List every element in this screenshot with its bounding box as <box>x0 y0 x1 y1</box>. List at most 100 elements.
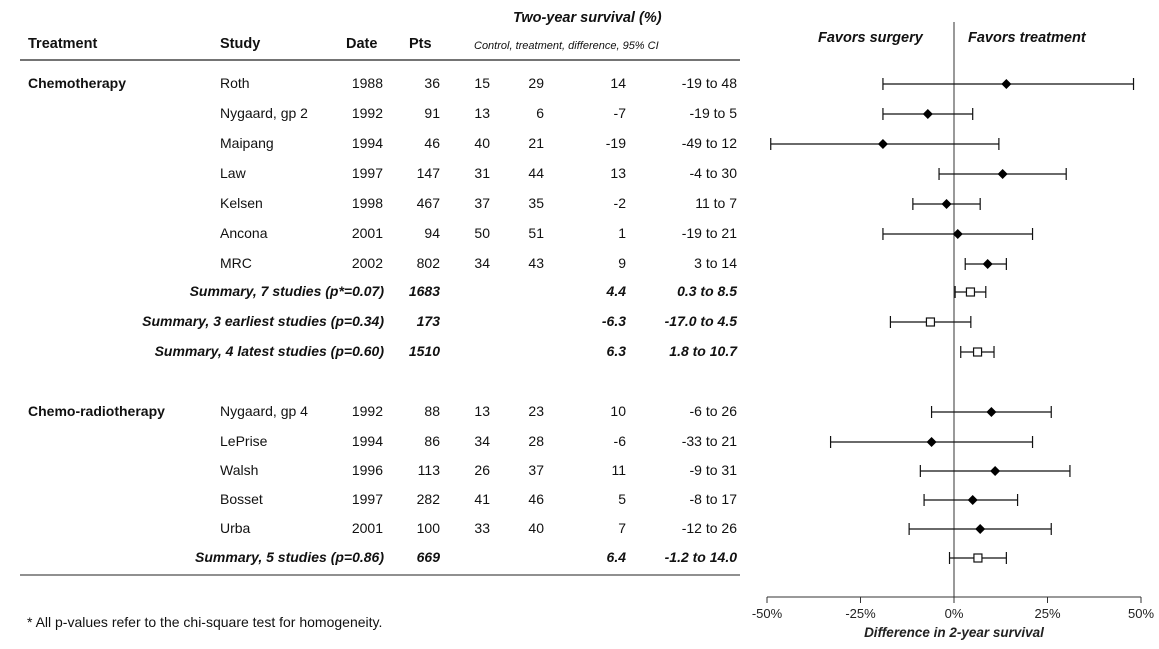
study-point-marker <box>1001 79 1012 89</box>
confidence-interval: 3 to 14 <box>694 255 737 271</box>
control-survival: 13 <box>474 403 490 419</box>
study-date: 1997 <box>351 491 383 507</box>
x-tick-label: 50% <box>1128 606 1154 621</box>
treatment-survival: 29 <box>528 75 544 91</box>
summary-pts: 1510 <box>408 343 440 359</box>
study-pts: 113 <box>417 462 440 478</box>
survival-difference: 10 <box>610 403 626 419</box>
summary-label: Summary, 4 latest studies (p=0.60) <box>154 343 384 359</box>
study-date: 1992 <box>351 403 383 419</box>
study-point-marker <box>997 169 1008 179</box>
survival-difference: -7 <box>613 105 626 121</box>
study-name: Maipang <box>220 135 274 151</box>
study-header: Study <box>220 36 261 52</box>
confidence-interval: -33 to 21 <box>681 433 737 449</box>
x-tick-label: -50% <box>752 606 783 621</box>
treatment-header: Treatment <box>28 36 98 52</box>
study-date: 1992 <box>351 105 383 121</box>
footnote: * All p-values refer to the chi-square t… <box>27 614 383 630</box>
survival-difference: 14 <box>610 75 626 91</box>
study-pts: 147 <box>416 165 440 181</box>
x-tick-label: -25% <box>845 606 876 621</box>
survival-difference: 13 <box>610 165 626 181</box>
confidence-interval: -19 to 21 <box>681 225 737 241</box>
treatment-survival: 21 <box>528 135 544 151</box>
control-survival: 15 <box>474 75 490 91</box>
summary-point-marker <box>925 317 936 327</box>
study-date: 1994 <box>351 433 383 449</box>
survival-difference: 1 <box>618 225 626 241</box>
summary-pts: 1683 <box>408 283 440 299</box>
summary-difference: 6.4 <box>606 549 626 565</box>
study-name: Walsh <box>220 462 259 478</box>
favors-treatment-label: Favors treatment <box>968 30 1086 46</box>
control-survival: 33 <box>474 520 490 536</box>
study-pts: 36 <box>424 75 440 91</box>
study-point-marker <box>941 199 952 209</box>
study-point-marker <box>926 437 937 447</box>
treatment-survival: 35 <box>528 195 544 211</box>
summary-ci: 1.8 to 10.7 <box>669 343 737 359</box>
confidence-interval: -19 to 5 <box>689 105 737 121</box>
treatment-survival: 40 <box>528 520 544 536</box>
x-tick-label: 25% <box>1034 606 1060 621</box>
control-survival: 34 <box>474 433 490 449</box>
pts-header: Pts <box>409 36 432 52</box>
summary-ci: 0.3 to 8.5 <box>677 283 737 299</box>
study-name: Law <box>220 165 246 181</box>
summary-point-marker <box>965 287 976 297</box>
study-point-marker <box>982 259 993 269</box>
survival-difference: -2 <box>613 195 626 211</box>
study-point-marker <box>986 407 997 417</box>
study-name: Bosset <box>220 491 263 507</box>
study-pts: 802 <box>416 255 440 271</box>
treatment-survival: 6 <box>536 105 544 121</box>
control-survival: 50 <box>474 225 490 241</box>
control-survival: 13 <box>474 105 490 121</box>
summary-difference: 6.3 <box>606 343 626 359</box>
group-label: Chemotherapy <box>28 75 127 91</box>
study-date: 2001 <box>351 520 383 536</box>
study-point-marker <box>990 466 1001 476</box>
study-pts: 467 <box>416 195 440 211</box>
group-label: Chemo-radiotherapy <box>28 403 165 419</box>
study-date: 2002 <box>351 255 383 271</box>
control-survival: 37 <box>474 195 490 211</box>
study-name: Ancona <box>220 225 268 241</box>
study-pts: 88 <box>424 403 440 419</box>
treatment-survival: 44 <box>528 165 544 181</box>
confidence-interval: -19 to 48 <box>681 75 737 91</box>
summary-difference: -6.3 <box>601 313 626 329</box>
study-date: 1988 <box>351 75 383 91</box>
treatment-survival: 51 <box>528 225 544 241</box>
study-pts: 100 <box>416 520 440 536</box>
study-date: 2001 <box>351 225 383 241</box>
study-date: 1996 <box>351 462 383 478</box>
study-date: 1998 <box>351 195 383 211</box>
survival-difference: -19 <box>605 135 626 151</box>
x-axis-label: Difference in 2-year survival <box>864 625 1044 640</box>
summary-label: Summary, 7 studies (p*=0.07) <box>189 283 384 299</box>
study-point-marker <box>922 109 933 119</box>
survival-difference: 7 <box>618 520 626 536</box>
summary-ci: -17.0 to 4.5 <box>664 313 737 329</box>
confidence-interval: -8 to 17 <box>689 491 737 507</box>
study-pts: 86 <box>424 433 440 449</box>
treatment-survival: 28 <box>528 433 544 449</box>
study-name: Nygaard, gp 4 <box>220 403 308 419</box>
survival-difference: 5 <box>618 491 626 507</box>
control-survival: 41 <box>474 491 490 507</box>
survival-difference: 9 <box>618 255 626 271</box>
date-header: Date <box>346 36 378 52</box>
confidence-interval: -49 to 12 <box>681 135 737 151</box>
treatment-survival: 37 <box>528 462 544 478</box>
summary-label: Summary, 3 earliest studies (p=0.34) <box>142 313 384 329</box>
study-point-marker <box>967 495 978 505</box>
study-pts: 46 <box>424 135 440 151</box>
study-date: 1994 <box>351 135 383 151</box>
study-point-marker <box>877 139 888 149</box>
summary-pts: 669 <box>416 549 440 565</box>
summary-label: Summary, 5 studies (p=0.86) <box>195 549 384 565</box>
confidence-interval: 11 to 7 <box>695 195 737 211</box>
